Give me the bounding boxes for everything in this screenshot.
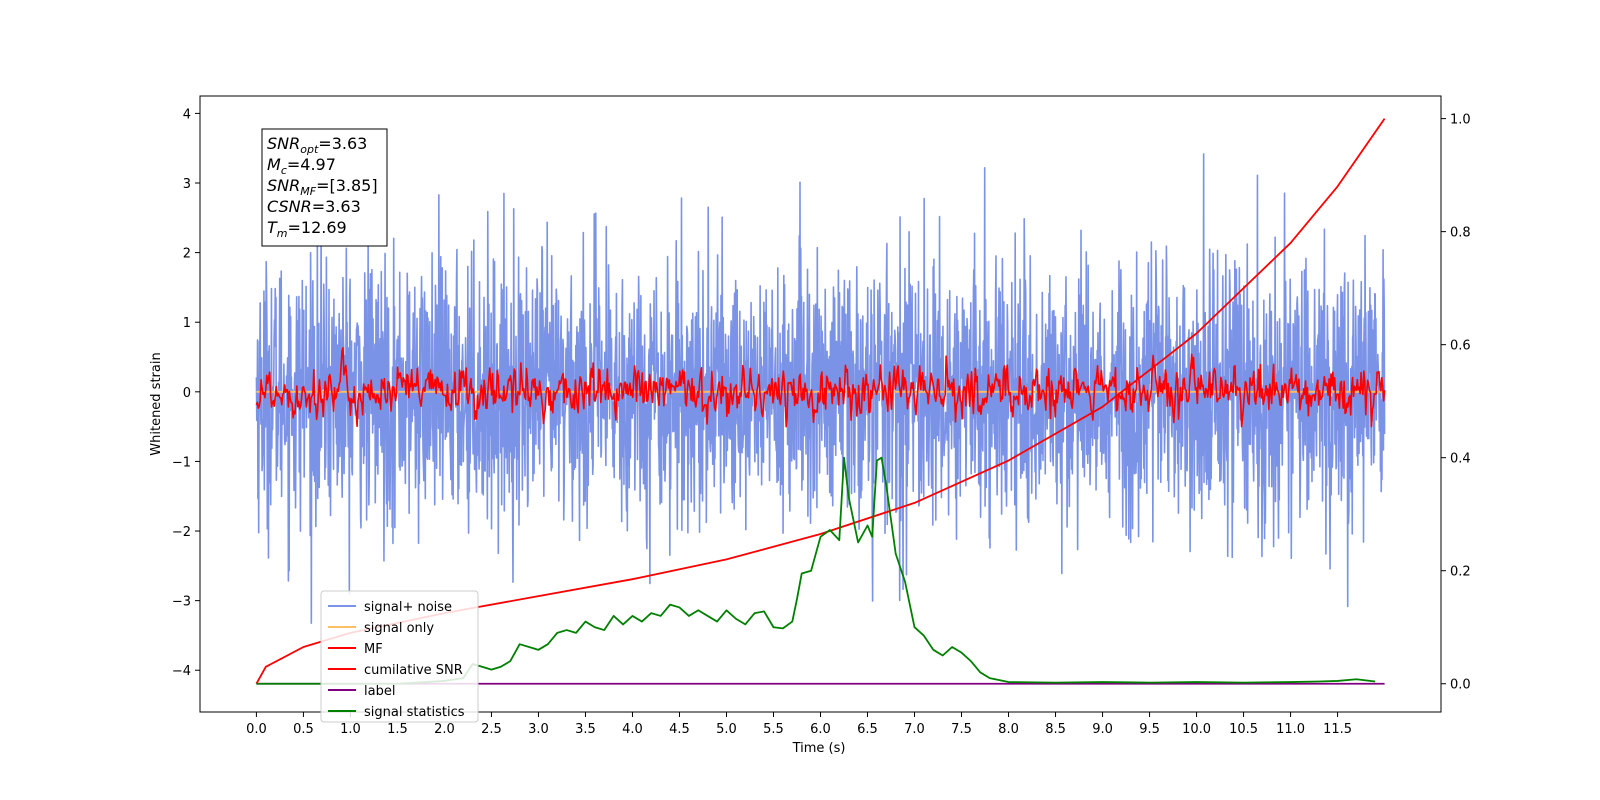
legend-label: signal statistics xyxy=(364,705,465,720)
legend: signal+ noise signal only MF cumilative SNR… xyxy=(320,590,479,723)
y2-tick-label: 0.6 xyxy=(1450,339,1471,354)
x-tick-label: 8.0 xyxy=(998,722,1019,737)
y-tick-label: 2 xyxy=(183,247,191,262)
legend-frame xyxy=(320,590,479,723)
y-axis-right: 1.0 0.8 0.6 0.4 0.2 0.0 xyxy=(1441,113,1471,693)
x-tick-label: 9.0 xyxy=(1092,722,1113,737)
x-axis: 0.0 0.5 1.0 1.5 2.0 2.5 3.0 3.5 4.0 4.5 5.0 5.5 6.0 6… xyxy=(246,712,1352,737)
annotation-line: Mc=4.97 xyxy=(267,155,336,177)
x-tick-label: 2.0 xyxy=(434,722,455,737)
annotation-line: Tm=12.69 xyxy=(267,218,347,240)
legend-label: signal only xyxy=(364,621,434,636)
x-tick-label: 11.0 xyxy=(1276,722,1305,737)
annotation-frame xyxy=(261,128,388,247)
x-tick-label: 5.0 xyxy=(716,722,737,737)
y2-tick-label: 0.0 xyxy=(1450,678,1471,693)
y-tick-label: −3 xyxy=(172,595,191,610)
x-tick-label: 9.5 xyxy=(1139,722,1160,737)
series-line-5 xyxy=(256,456,1376,685)
x-tick-label: 6.5 xyxy=(857,722,878,737)
x-tick-label: 2.5 xyxy=(481,722,502,737)
x-tick-label: 11.5 xyxy=(1323,722,1352,737)
annotation-line: SNRopt=3.63 xyxy=(267,134,367,156)
x-tick-label: 0.0 xyxy=(246,722,267,737)
x-tick-label: 4.5 xyxy=(669,722,690,737)
x-tick-label: 1.0 xyxy=(340,722,361,737)
y2-tick-label: 0.8 xyxy=(1450,226,1471,241)
x-tick-label: 4.0 xyxy=(622,722,643,737)
legend-label: cumilative SNR xyxy=(364,663,463,678)
y-tick-label: 3 xyxy=(183,177,191,192)
y-axis-left: 4 3 2 1 0 −1 −2 −3 −4 xyxy=(172,107,200,679)
y-tick-label: 0 xyxy=(183,386,191,401)
y-tick-label: 1 xyxy=(183,316,191,331)
x-axis-label: Time (s) xyxy=(792,741,846,756)
y-tick-label: −2 xyxy=(172,525,191,540)
y2-tick-label: 0.2 xyxy=(1450,565,1471,580)
legend-label: label xyxy=(364,684,395,699)
x-tick-label: 3.0 xyxy=(528,722,549,737)
annotation-line: SNRMF=[3.85] xyxy=(267,176,378,198)
x-tick-label: 8.5 xyxy=(1045,722,1066,737)
x-tick-label: 10.5 xyxy=(1229,722,1258,737)
y-axis-label: Whitened strain xyxy=(149,352,164,455)
series-line-2 xyxy=(255,347,1386,428)
y2-tick-label: 1.0 xyxy=(1450,113,1471,128)
y2-tick-label: 0.4 xyxy=(1450,452,1471,467)
x-tick-label: 10.0 xyxy=(1182,722,1211,737)
y-tick-label: −1 xyxy=(172,455,191,470)
x-tick-label: 1.5 xyxy=(387,722,408,737)
x-tick-label: 6.0 xyxy=(810,722,831,737)
x-tick-label: 3.5 xyxy=(575,722,596,737)
x-tick-label: 7.0 xyxy=(904,722,925,737)
x-tick-label: 5.5 xyxy=(763,722,784,737)
y-tick-label: −4 xyxy=(172,664,191,679)
annotation-line: CSNR=3.63 xyxy=(267,197,361,216)
x-tick-label: 7.5 xyxy=(951,722,972,737)
y-tick-label: 4 xyxy=(183,107,191,122)
legend-label: MF xyxy=(364,642,383,657)
legend-label: signal+ noise xyxy=(364,600,452,615)
x-tick-label: 0.5 xyxy=(293,722,314,737)
